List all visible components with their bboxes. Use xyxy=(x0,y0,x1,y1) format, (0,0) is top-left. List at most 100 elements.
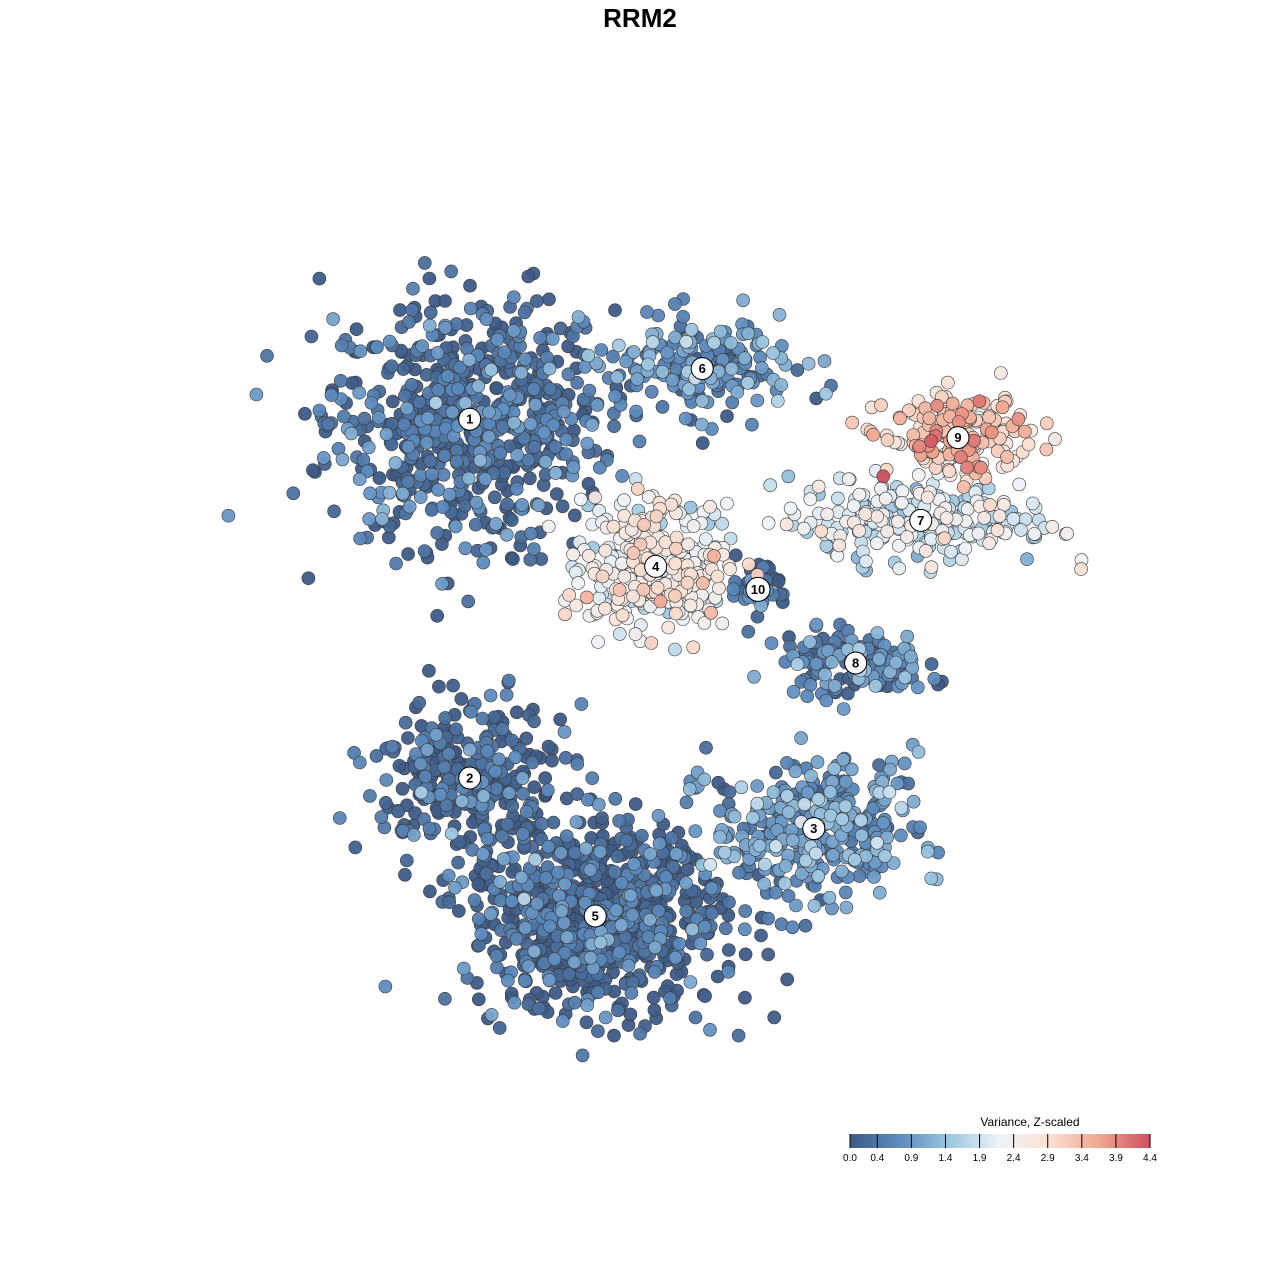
data-point xyxy=(591,797,606,812)
data-point xyxy=(768,885,783,900)
data-point xyxy=(973,460,988,475)
data-point xyxy=(391,804,406,819)
data-point xyxy=(894,801,909,815)
data-point xyxy=(590,398,605,412)
cluster-label-3: 3 xyxy=(802,817,826,841)
data-point xyxy=(803,635,817,649)
data-point xyxy=(646,990,661,1005)
data-point xyxy=(892,561,906,576)
data-point xyxy=(556,404,571,419)
data-point xyxy=(723,562,737,576)
data-point xyxy=(611,338,626,353)
data-point xyxy=(608,389,622,404)
data-point xyxy=(737,922,752,937)
data-point xyxy=(924,657,939,671)
data-point xyxy=(404,377,419,392)
data-point xyxy=(378,795,393,810)
data-point xyxy=(528,397,543,412)
data-point xyxy=(876,816,891,830)
data-point xyxy=(669,541,683,556)
points-layer xyxy=(221,256,1089,1063)
data-point xyxy=(763,478,778,493)
data-point xyxy=(479,312,494,327)
data-point xyxy=(585,771,600,786)
data-point xyxy=(591,985,605,1000)
data-point xyxy=(608,791,623,806)
data-point xyxy=(859,554,873,569)
data-point xyxy=(371,410,386,425)
data-point xyxy=(401,439,416,454)
data-point xyxy=(420,411,435,425)
data-point xyxy=(682,782,697,796)
data-point xyxy=(609,903,624,918)
data-point xyxy=(471,379,486,394)
data-point xyxy=(661,620,676,635)
data-point xyxy=(425,467,439,482)
data-point xyxy=(527,542,541,556)
data-point xyxy=(479,866,494,881)
data-point xyxy=(546,418,561,433)
data-point xyxy=(543,382,558,396)
data-point xyxy=(526,382,541,397)
data-point xyxy=(655,364,670,379)
data-point xyxy=(747,669,761,684)
data-point xyxy=(676,309,690,324)
data-point xyxy=(433,787,448,802)
data-point xyxy=(754,928,768,943)
data-point xyxy=(870,536,884,551)
data-point xyxy=(446,678,460,693)
cluster-label-4: 4 xyxy=(644,554,668,578)
data-point xyxy=(540,783,555,798)
data-point xyxy=(653,594,668,609)
data-point xyxy=(612,814,626,828)
data-point xyxy=(668,589,682,603)
data-point xyxy=(705,906,719,921)
data-point xyxy=(715,516,729,531)
data-point xyxy=(395,781,410,796)
data-point xyxy=(400,401,414,416)
cluster-label-badge xyxy=(458,766,482,790)
data-point xyxy=(533,331,547,345)
data-point xyxy=(630,481,645,496)
data-point xyxy=(372,471,387,485)
data-point xyxy=(1018,424,1032,439)
data-point xyxy=(555,1014,570,1028)
data-point xyxy=(780,756,794,770)
data-point xyxy=(286,486,301,501)
data-point xyxy=(554,846,568,860)
data-point xyxy=(697,919,712,934)
data-point xyxy=(651,808,666,823)
data-point xyxy=(715,616,730,631)
data-point xyxy=(1040,416,1054,431)
data-point xyxy=(298,406,312,421)
data-point xyxy=(398,715,413,730)
data-point xyxy=(530,294,544,308)
data-point xyxy=(734,780,749,795)
data-point xyxy=(683,500,698,515)
data-point xyxy=(659,870,673,885)
data-point xyxy=(872,652,886,666)
data-point xyxy=(357,411,372,426)
data-point xyxy=(900,629,915,644)
data-point xyxy=(546,815,561,830)
data-point xyxy=(326,312,340,326)
data-point xyxy=(712,581,726,596)
data-point xyxy=(611,1003,625,1018)
data-point xyxy=(468,517,483,532)
cluster-label-text: 5 xyxy=(592,909,599,924)
data-point xyxy=(703,1023,717,1037)
colorbar-tick-label: 3.9 xyxy=(1109,1153,1123,1164)
data-point xyxy=(984,425,999,440)
cluster-label-text: 9 xyxy=(954,430,961,445)
data-point xyxy=(785,920,800,935)
data-point xyxy=(889,655,903,670)
data-point xyxy=(939,511,954,525)
data-point xyxy=(560,930,574,945)
data-point xyxy=(641,490,656,504)
data-point xyxy=(517,892,531,906)
data-point xyxy=(741,557,756,572)
data-point xyxy=(352,472,367,487)
data-point xyxy=(644,384,659,399)
data-point xyxy=(397,417,411,432)
data-point xyxy=(538,771,553,785)
